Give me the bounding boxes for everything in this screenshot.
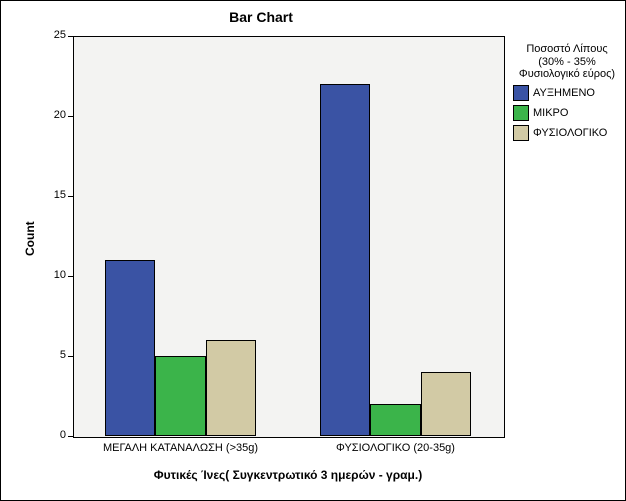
y-tick-label: 5 bbox=[38, 349, 66, 361]
x-tick-label: ΦΥΣΙΟΛΟΓΙΚΟ (20-35g) bbox=[288, 442, 503, 454]
legend-label: ΑΥΞΗΜΕΝΟ bbox=[533, 87, 595, 99]
x-tick-label: ΜΕΓΑΛΗ ΚΑΤΑΝΑΛΩΣΗ (>35g) bbox=[73, 442, 288, 454]
legend-label: ΜΙΚΡΟ bbox=[533, 107, 568, 119]
bar bbox=[155, 356, 205, 436]
bar bbox=[320, 84, 370, 436]
legend-label: ΦΥΣΙΟΛΟΓΙΚΟ bbox=[533, 127, 607, 139]
bar bbox=[421, 372, 471, 436]
y-tick-label: 0 bbox=[38, 429, 66, 441]
y-tick-mark bbox=[68, 276, 73, 277]
x-axis-label: Φυτικές Ίνες( Συγκεντρωτικό 3 ημερών - γ… bbox=[73, 468, 503, 482]
chart-title: Bar Chart bbox=[1, 9, 521, 25]
bar bbox=[105, 260, 155, 436]
y-tick-mark bbox=[68, 356, 73, 357]
legend-swatch bbox=[513, 125, 529, 141]
legend-item: ΦΥΣΙΟΛΟΓΙΚΟ bbox=[513, 125, 621, 141]
y-tick-label: 20 bbox=[38, 109, 66, 121]
legend-item: ΜΙΚΡΟ bbox=[513, 105, 621, 121]
y-tick-mark bbox=[68, 116, 73, 117]
y-tick-label: 25 bbox=[38, 29, 66, 41]
y-tick-mark bbox=[68, 36, 73, 37]
legend-item: ΑΥΞΗΜΕΝΟ bbox=[513, 85, 621, 101]
bar bbox=[206, 340, 256, 436]
legend-title: Ποσοστό Λίπους (30% - 35% Φυσιολογικό εύ… bbox=[513, 43, 621, 81]
y-tick-mark bbox=[68, 436, 73, 437]
bar bbox=[370, 404, 420, 436]
legend-swatch bbox=[513, 105, 529, 121]
legend-swatch bbox=[513, 85, 529, 101]
y-tick-label: 10 bbox=[38, 269, 66, 281]
chart-container: Bar Chart 0 5 10 15 20 25 ΜΕΓΑΛΗ ΚΑΤΑΝΑΛΩΣΗ (… bbox=[0, 0, 626, 501]
legend: Ποσοστό Λίπους (30% - 35% Φυσιολογικό εύ… bbox=[513, 43, 621, 141]
y-tick-label: 15 bbox=[38, 189, 66, 201]
y-axis-label: Count bbox=[23, 221, 37, 256]
y-tick-mark bbox=[68, 196, 73, 197]
